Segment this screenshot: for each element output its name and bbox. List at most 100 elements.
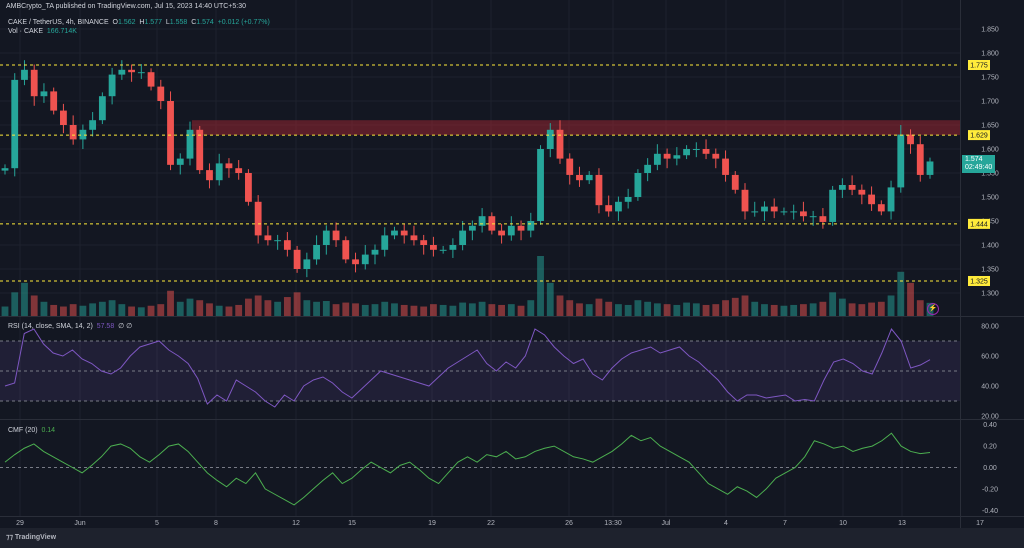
candle-body xyxy=(60,110,67,125)
volume-legend: Vol · CAKE 166.714K xyxy=(8,28,77,35)
rsi-pane[interactable] xyxy=(0,317,960,419)
volume-bar xyxy=(264,300,272,316)
volume-bar xyxy=(712,304,720,316)
candle-body xyxy=(303,259,311,269)
volume-bar xyxy=(897,271,905,316)
close-label: C xyxy=(191,19,197,26)
volume-bar xyxy=(751,301,759,316)
candle-body xyxy=(644,164,652,173)
volume-bar xyxy=(420,306,428,316)
price-axis[interactable] xyxy=(960,0,1024,528)
candle-body xyxy=(907,134,914,145)
candle-body xyxy=(546,129,554,149)
candle-body xyxy=(692,149,700,150)
time-tick-label: 4 xyxy=(724,520,728,527)
volume-bar xyxy=(352,303,359,316)
volume-bar xyxy=(274,301,282,316)
volume-bar xyxy=(225,306,233,316)
candle-body xyxy=(361,254,369,265)
candle-body xyxy=(206,170,213,181)
rsi-legend: RSI (14, close, SMA, 14, 2) 57.58 ∅ ∅ xyxy=(8,322,132,330)
lightning-icon[interactable]: ⚡ xyxy=(927,303,939,315)
candle-body xyxy=(313,245,320,260)
high-value: 1.577 xyxy=(144,19,162,26)
volume-bar xyxy=(527,300,535,316)
volume-bar xyxy=(147,305,155,316)
candle-body xyxy=(176,158,184,165)
rsi-tick-label: 20.00 xyxy=(981,414,999,421)
low-value: 1.558 xyxy=(169,19,188,26)
candle-body xyxy=(537,149,544,221)
candle-body xyxy=(439,249,447,251)
volume-bar xyxy=(381,301,389,316)
rsi-tick-label: 80.00 xyxy=(981,324,999,331)
candle-body xyxy=(858,189,866,195)
rsi-label[interactable]: RSI (14, close, SMA, 14, 2) xyxy=(8,323,93,330)
candle-body xyxy=(89,120,97,130)
volume-bar xyxy=(634,300,642,316)
volume-bar xyxy=(176,301,184,316)
cmf-tick-label: 0.40 xyxy=(983,422,997,429)
time-tick-label: 29 xyxy=(16,520,24,527)
price-tick-label: 1.300 xyxy=(981,291,999,298)
change-value: +0.012 (+0.77%) xyxy=(217,19,270,26)
candle-body xyxy=(400,230,408,236)
candle-body xyxy=(391,230,398,236)
time-axis[interactable] xyxy=(0,516,960,528)
volume-bar xyxy=(770,304,778,316)
volume-bar xyxy=(400,304,408,316)
candle-body xyxy=(21,69,28,80)
candle-body xyxy=(420,240,428,245)
volume-bar xyxy=(702,304,710,316)
volume-bar xyxy=(468,303,476,316)
price-tick-label: 1.550 xyxy=(981,171,999,178)
volume-bar xyxy=(800,304,807,316)
cmf-tick-label: 0.00 xyxy=(983,465,997,472)
volume-bar xyxy=(819,301,827,316)
volume-bar xyxy=(186,298,194,316)
volume-bar xyxy=(663,304,671,316)
volume-bar xyxy=(624,304,632,316)
volume-label[interactable]: Vol · CAKE xyxy=(8,28,44,35)
candle-body xyxy=(196,129,204,171)
price-tick-label: 1.700 xyxy=(981,99,999,106)
volume-bar xyxy=(615,304,622,316)
volume-bar xyxy=(303,300,311,316)
candle-body xyxy=(741,189,749,212)
candle-body xyxy=(576,174,583,181)
volume-bar xyxy=(89,303,97,316)
volume-bar xyxy=(780,305,788,316)
candle-body xyxy=(556,129,564,159)
price-tick-label: 1.500 xyxy=(981,195,999,202)
time-tick-label: 5 xyxy=(155,520,159,527)
candle-body xyxy=(605,205,613,212)
candle-body xyxy=(780,211,788,213)
candle-body xyxy=(770,206,778,212)
volume-bar xyxy=(322,301,330,316)
rsi-value: 57.58 xyxy=(96,323,115,330)
candle-body xyxy=(585,174,593,181)
time-tick-label: 7 xyxy=(783,520,787,527)
candle-body xyxy=(712,153,720,159)
footer-brand: TradingView xyxy=(14,534,57,541)
volume-bar xyxy=(595,298,603,316)
cmf-tick-label: -0.40 xyxy=(982,508,998,515)
time-tick-label: Jun xyxy=(74,520,85,527)
volume-bar xyxy=(60,306,67,316)
candle-body xyxy=(137,72,145,74)
volume-bar xyxy=(361,304,369,316)
volume-bar xyxy=(517,305,525,316)
candle-body xyxy=(254,201,262,236)
level-label-bg xyxy=(968,130,990,141)
cmf-label[interactable]: CMF (20) xyxy=(8,427,38,434)
volume-bar xyxy=(206,303,213,316)
candle-body xyxy=(128,69,135,73)
symbol-name[interactable]: CAKE / TetherUS, 4h, BINANCE xyxy=(8,19,109,26)
candle-body xyxy=(751,211,759,213)
tradingview-logo: ⁊⁊ TradingView xyxy=(6,534,57,541)
volume-bar xyxy=(1,306,9,316)
volume-bar xyxy=(829,292,837,316)
time-tick-label: Jul xyxy=(662,520,671,527)
candle-body xyxy=(761,206,768,212)
last-price: 1.574 xyxy=(965,156,983,163)
